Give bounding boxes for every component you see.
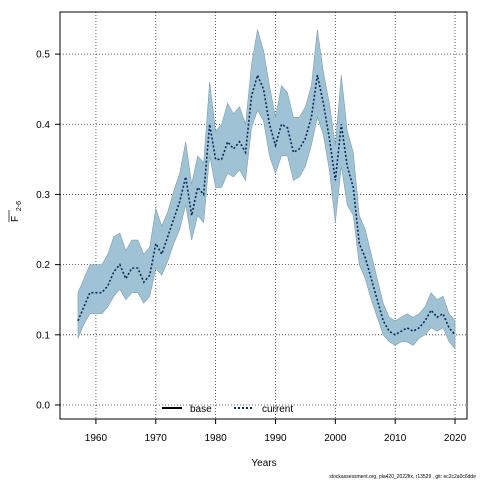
y-axis-ticks: 0.0 0.1 0.2 0.3 0.4 0.5 (36, 50, 60, 411)
x-axis-title: Years (251, 458, 276, 469)
plot-frame (59, 11, 468, 420)
footer-note: stockassessment.org, pla420_2022fix, r13… (329, 474, 476, 480)
x-tick-label: 2000 (324, 433, 347, 444)
y-tick-label: 0.1 (36, 330, 50, 341)
lines-layer (77, 72, 456, 336)
legend-base-label: base (190, 404, 212, 415)
confidence-band-layer (77, 29, 456, 350)
x-tick-label: 1960 (85, 433, 108, 444)
legend-current-label: current (262, 404, 293, 415)
confidence-band (77, 29, 456, 350)
y-tick-label: 0.4 (36, 120, 50, 131)
x-tick-label: 1980 (204, 433, 227, 444)
y-tick-label: 0.2 (36, 260, 50, 271)
y-axis-title-subscript: 2-6 (16, 201, 23, 211)
x-tick-label: 2020 (444, 433, 467, 444)
y-tick-label: 0.5 (36, 50, 50, 61)
y-tick-label: 0.0 (36, 400, 50, 411)
x-tick-label: 1970 (145, 433, 168, 444)
x-tick-label: 2010 (384, 433, 407, 444)
y-axis-title-main: F (10, 216, 21, 222)
legend: base current (162, 404, 293, 415)
y-axis-title: F 2-6 (8, 201, 23, 222)
series-current-line (77, 72, 456, 336)
x-axis-ticks: 1960 1970 1980 1990 2000 2010 2020 (85, 419, 467, 444)
x-tick-label: 1990 (264, 433, 287, 444)
y-tick-label: 0.3 (36, 190, 50, 201)
